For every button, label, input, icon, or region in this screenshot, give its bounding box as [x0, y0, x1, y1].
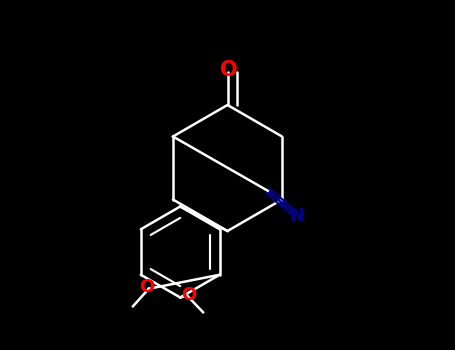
- Text: O: O: [139, 278, 155, 296]
- Text: O: O: [220, 60, 238, 80]
- Text: O: O: [182, 286, 197, 304]
- Text: N: N: [289, 207, 304, 225]
